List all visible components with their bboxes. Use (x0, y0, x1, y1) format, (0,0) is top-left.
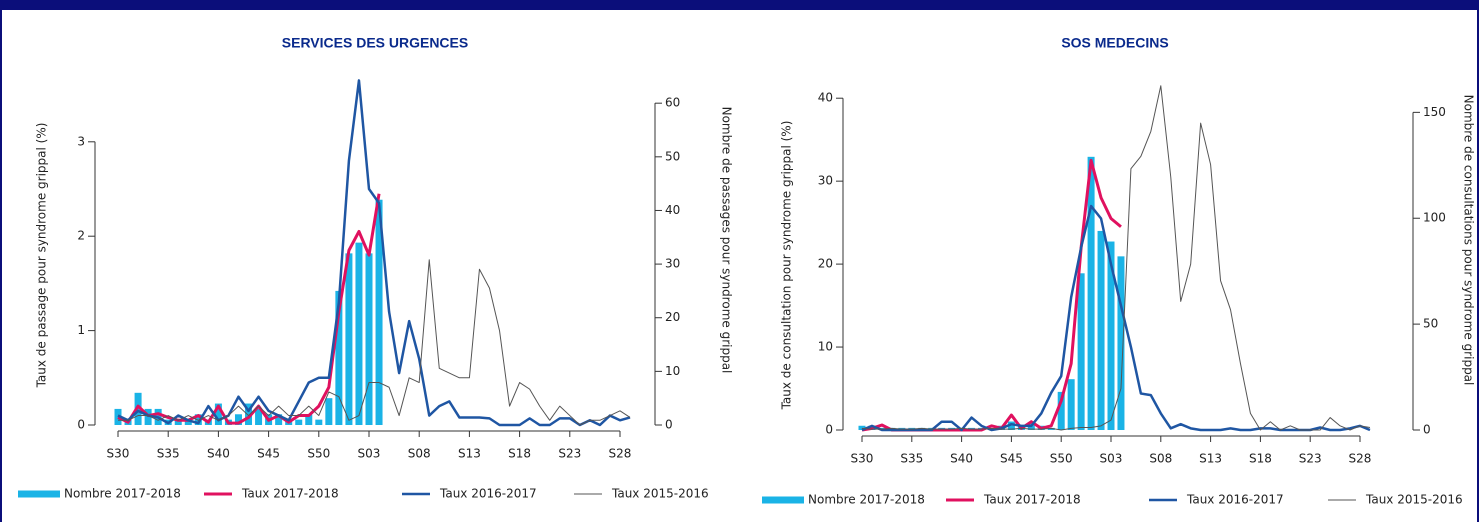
y2-tick-label: 0 (1423, 423, 1431, 437)
bar (194, 414, 202, 425)
y-tick-label: 40 (818, 91, 833, 105)
bar (295, 419, 303, 425)
legend-label: Taux 2017-2018 (983, 493, 1081, 507)
legend-label: Nombre 2017-2018 (64, 487, 181, 501)
bar (305, 414, 313, 425)
legend-label: Taux 2015-2016 (611, 487, 709, 501)
chart-title: SOS MEDECINS (1061, 35, 1168, 51)
bar (1057, 391, 1065, 430)
y-tick-label: 0 (77, 418, 85, 432)
bar (1077, 273, 1085, 430)
y-tick-label: 0 (825, 423, 833, 437)
bar (1117, 256, 1125, 430)
line-series (117, 79, 631, 427)
x-tick-label: S18 (508, 447, 531, 461)
x-tick-label: S40 (950, 452, 973, 466)
x-tick-label: S50 (307, 447, 330, 461)
bar (375, 199, 383, 425)
y2-tick-label: 60 (665, 96, 680, 110)
bar (1087, 156, 1095, 430)
legend-label: Nombre 2017-2018 (808, 493, 925, 507)
y-tick-label: 2 (77, 229, 85, 243)
x-tick-label: S28 (609, 447, 632, 461)
legend-label: Taux 2016-2017 (439, 487, 537, 501)
bar (1007, 421, 1015, 430)
legend-label: Taux 2017-2018 (241, 487, 339, 501)
x-tick-label: S18 (1249, 452, 1272, 466)
y2-tick-label: 50 (1423, 317, 1438, 331)
x-tick-label: S45 (1000, 452, 1023, 466)
y2-tick-label: 0 (665, 418, 673, 432)
bar (184, 419, 192, 425)
y-tick-label: 1 (77, 323, 85, 337)
x-tick-label: S23 (558, 447, 581, 461)
y2-tick-label: 40 (665, 203, 680, 217)
bar (1047, 427, 1055, 430)
header-band (0, 0, 1479, 10)
x-tick-label: S30 (851, 452, 874, 466)
x-tick-label: S13 (458, 447, 481, 461)
border-right (1477, 0, 1479, 522)
y2-tick-label: 20 (665, 310, 680, 324)
bar (234, 414, 242, 425)
bar (174, 419, 182, 425)
y2-tick-label: 100 (1423, 211, 1446, 225)
y2-axis-title: Nombre de passages pour syndrome grippal (720, 107, 734, 374)
x-tick-label: S35 (900, 452, 923, 466)
legend-swatch (18, 490, 60, 498)
bar (275, 414, 283, 425)
bar (214, 403, 222, 425)
y-tick-label: 3 (77, 134, 85, 148)
x-tick-label: S03 (358, 447, 381, 461)
bar (355, 242, 363, 425)
y-axis-title: Taux de passage pour syndrome grippal (%… (35, 123, 49, 389)
bar (255, 408, 263, 425)
y-tick-label: 20 (818, 257, 833, 271)
bar (345, 253, 353, 425)
y-axis-title: Taux de consultation pour syndrome gripp… (780, 121, 794, 411)
y-tick-label: 30 (818, 174, 833, 188)
x-tick-label: S35 (157, 447, 180, 461)
x-tick-label: S23 (1299, 452, 1322, 466)
y2-tick-label: 10 (665, 364, 680, 378)
y2-tick-label: 50 (665, 149, 680, 163)
bar (858, 425, 866, 430)
bar (315, 419, 323, 425)
bar (1097, 230, 1105, 430)
x-tick-label: S45 (257, 447, 280, 461)
y-tick-label: 10 (818, 340, 833, 354)
x-tick-label: S13 (1199, 452, 1222, 466)
border-left (0, 0, 2, 522)
x-tick-label: S03 (1100, 452, 1123, 466)
x-tick-label: S08 (1149, 452, 1172, 466)
y2-tick-label: 30 (665, 257, 680, 271)
legend-swatch (762, 496, 804, 504)
bar (325, 398, 333, 425)
y2-axis-title: Nombre de consultations pour syndrome gr… (1462, 95, 1476, 386)
x-tick-label: S30 (107, 447, 130, 461)
bar (1107, 241, 1115, 430)
line-series (861, 204, 1371, 432)
bar (245, 403, 253, 425)
x-tick-label: S50 (1050, 452, 1073, 466)
line-series (118, 259, 631, 426)
y2-tick-label: 150 (1423, 105, 1446, 119)
bar (365, 253, 373, 425)
line-series (861, 85, 1371, 431)
legend-label: Taux 2016-2017 (1186, 493, 1284, 507)
x-tick-label: S08 (408, 447, 431, 461)
legend-label: Taux 2015-2016 (1365, 493, 1463, 507)
bar (1067, 379, 1075, 430)
bar (114, 408, 122, 425)
x-tick-label: S40 (207, 447, 230, 461)
bar (335, 290, 343, 425)
chart-title: SERVICES DES URGENCES (282, 35, 468, 51)
x-tick-label: S28 (1349, 452, 1372, 466)
